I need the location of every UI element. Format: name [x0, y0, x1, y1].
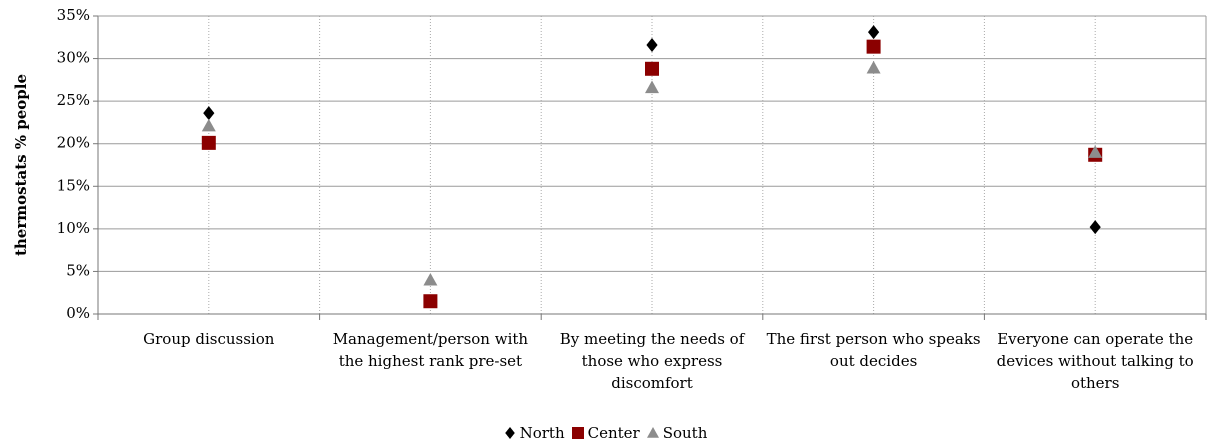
marker-diamond — [504, 427, 515, 439]
marker-triangle — [1088, 145, 1103, 158]
marker-square — [201, 135, 216, 150]
legend-item: Center — [571, 424, 640, 442]
y-tick-label: 15% — [57, 176, 90, 194]
x-tick-label: Management/person with the highest rank … — [332, 330, 529, 370]
marker-square — [571, 427, 584, 439]
marker-square — [423, 294, 438, 309]
legend-label: South — [662, 424, 708, 442]
marker-triangle — [646, 427, 659, 438]
marker-triangle — [201, 118, 216, 132]
legend-item: South — [646, 424, 708, 442]
y-tick-label: 35% — [57, 6, 90, 24]
x-tick-label: Group discussion — [143, 330, 275, 348]
y-tick-label: 5% — [66, 261, 90, 279]
marker-diamond — [868, 25, 880, 40]
x-tick-label: The first person who speaks out decides — [766, 330, 981, 370]
legend-item: North — [503, 424, 565, 442]
legend-label: Center — [587, 424, 640, 442]
y-tick-label: 20% — [57, 134, 90, 152]
y-tick-label: 10% — [57, 219, 90, 237]
marker-triangle — [645, 80, 659, 94]
marker-triangle — [423, 272, 438, 286]
legend-swatch — [646, 427, 659, 438]
legend-swatch — [571, 427, 584, 439]
legend-label: North — [519, 424, 565, 442]
marker-square — [645, 61, 659, 76]
marker-diamond — [646, 37, 658, 52]
legend-swatch — [504, 427, 515, 439]
marker-square — [866, 39, 881, 54]
y-tick-label: 30% — [57, 49, 90, 67]
marker-diamond — [1089, 220, 1101, 235]
marker-diamond — [203, 106, 215, 121]
legend: North Center South — [0, 424, 1210, 444]
y-axis-label: thermostats % people — [12, 74, 30, 256]
x-tick-label: By meeting the needs of those who expres… — [559, 330, 745, 392]
y-tick-label: 0% — [66, 304, 90, 322]
marker-triangle — [866, 60, 881, 74]
x-tick-label: Everyone can operate the devices without… — [996, 330, 1194, 392]
y-tick-label: 25% — [57, 91, 90, 109]
